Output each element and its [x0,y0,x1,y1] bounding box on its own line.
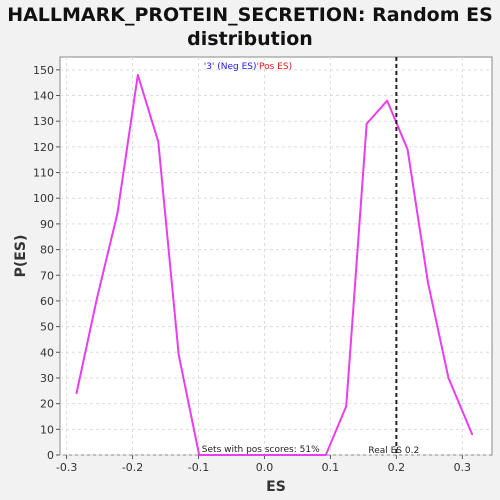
x-tick-label: 0.1 [322,461,340,474]
x-axis-label: ES [266,479,286,495]
y-tick-label: 10 [40,423,54,436]
data-point [324,454,327,456]
real-es-label: Real ES 0.2 [368,446,419,456]
data-point [447,377,450,379]
y-tick-label: 30 [40,372,54,385]
chart-title-line1: HALLMARK_PROTEIN_SECRETION: Random ES [7,4,493,26]
data-point [198,454,200,456]
data-point [386,99,388,102]
x-tick-label: -0.2 [122,461,143,474]
chart-title: HALLMARK_PROTEIN_SECRETION: Random ES di… [0,0,500,55]
y-axis-label: P(ES) [13,235,29,278]
x-tick-label: -0.1 [188,461,209,474]
y-tick-label: 70 [40,269,54,282]
y-tick-label: 20 [40,398,54,411]
y-tick-label: 150 [33,64,54,77]
y-tick-label: 140 [33,90,54,103]
x-tick-label: 0.0 [256,461,274,474]
y-tick-label: 80 [40,244,54,257]
y-tick-label: 60 [40,295,54,308]
x-tick-label: 0.2 [388,461,406,474]
data-point [365,122,368,125]
chart-title-line2: distribution [187,28,313,50]
data-point [75,392,78,395]
data-point [177,354,180,356]
data-point [137,74,139,76]
x-axis: -0.3 -0.2 -0.1 0.0 0.1 0.2 0.3 [56,455,471,474]
data-point [406,148,409,151]
y-axis: 0 10 20 30 40 50 60 70 80 90 100 110 120 130 140 150 [33,64,60,462]
y-tick-label: 120 [33,141,54,154]
pos-scores-annotation: Sets with pos scores: 51% [202,445,320,455]
data-point [345,405,348,408]
y-tick-label: 130 [33,115,54,128]
y-tick-label: 40 [40,346,54,359]
y-tick-label: 50 [40,321,54,334]
y-tick-label: 0 [47,449,54,462]
y-tick-label: 100 [33,192,54,205]
y-tick-label: 110 [33,167,54,180]
plot-area [59,56,493,456]
data-point [157,140,160,143]
data-point [116,212,119,215]
data-point [96,297,98,300]
data-point [471,433,474,436]
legend-pos: 'Pos ES) [257,62,293,72]
data-point [427,282,429,284]
legend-neg: '3' (Neg ES) [204,62,257,72]
series-group [75,73,474,456]
x-tick-label: 0.3 [454,461,472,474]
y-tick-label: 90 [40,218,54,231]
x-tick-label: -0.3 [56,461,77,474]
legend: '3' (Neg ES)'Pos ES) [204,62,292,72]
